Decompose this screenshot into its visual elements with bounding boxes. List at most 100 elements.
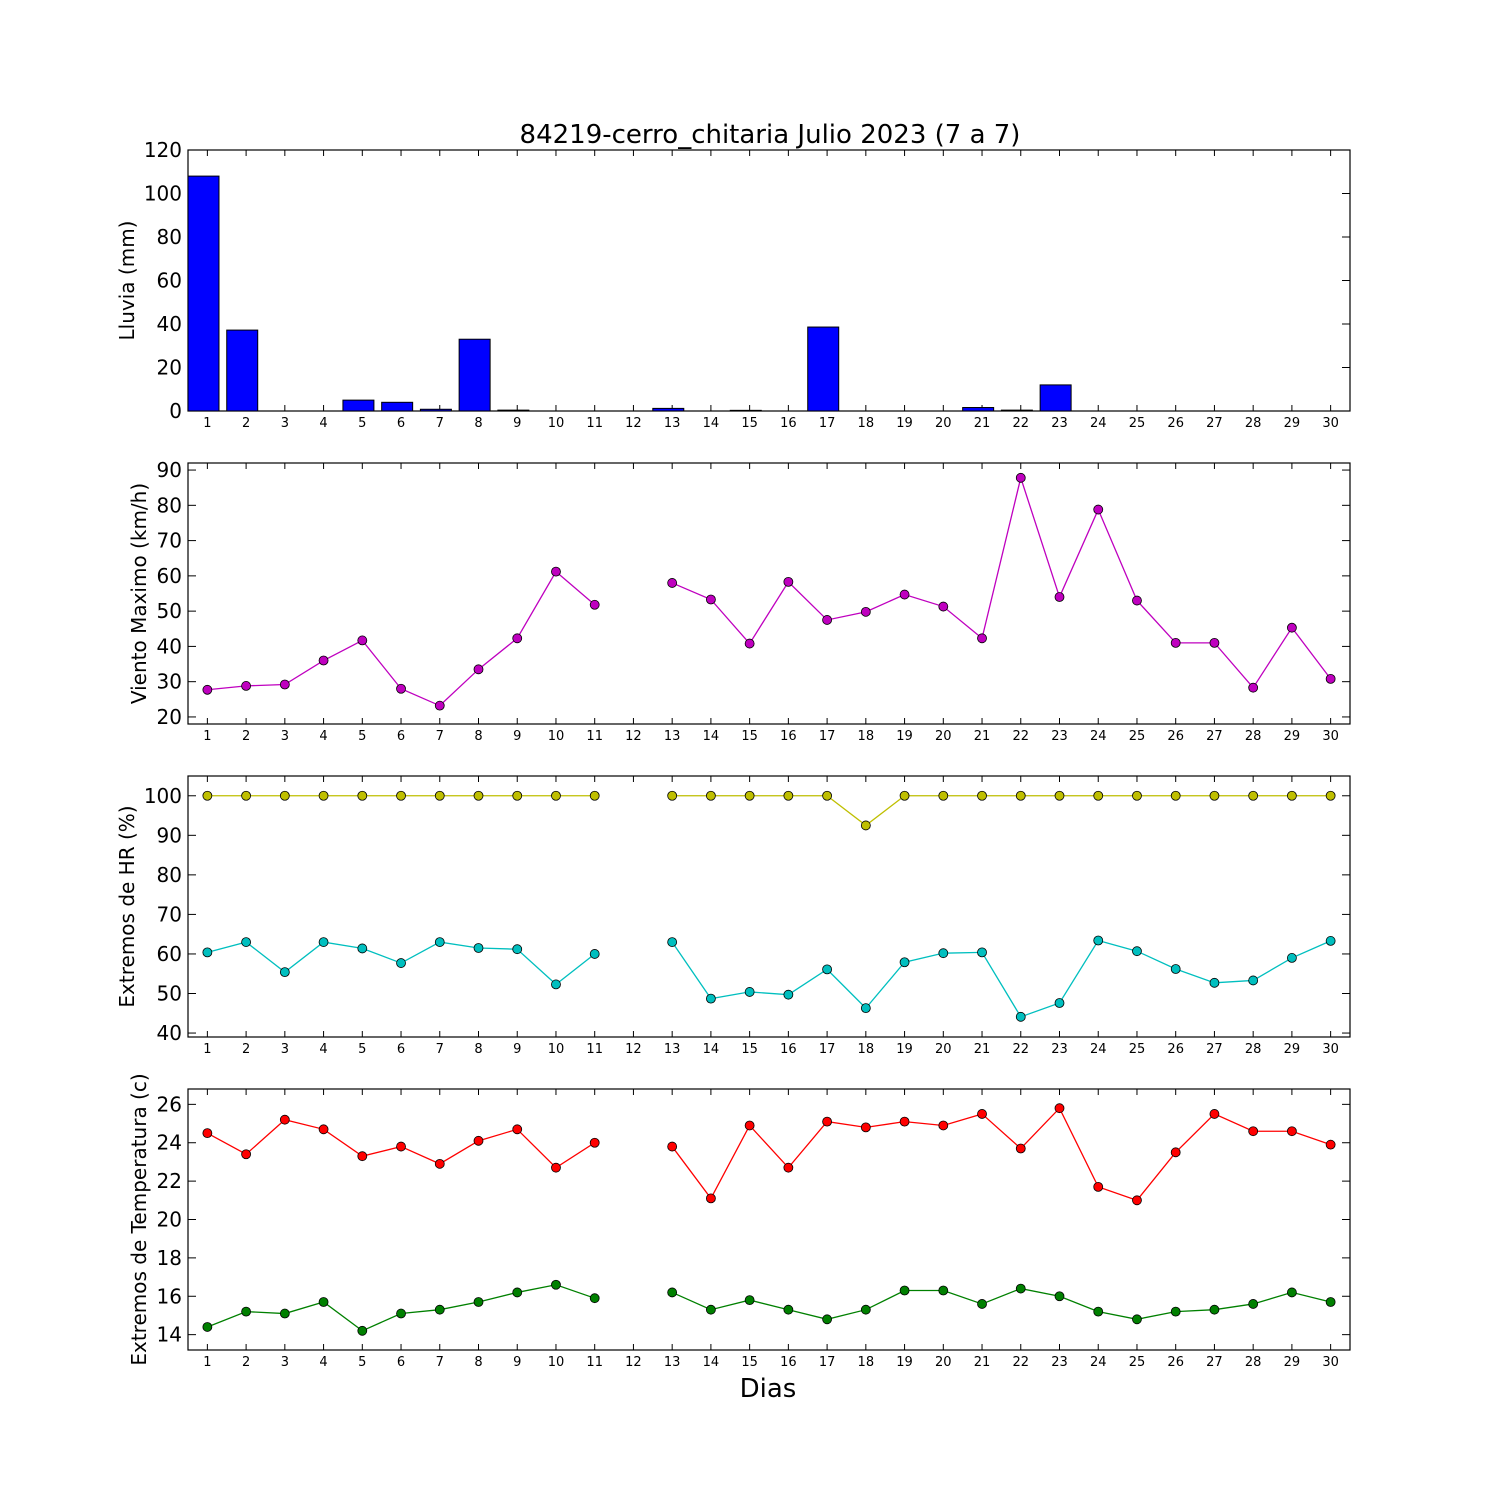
data-point — [1170, 790, 1181, 801]
x-tick-label: 1 — [203, 1042, 211, 1057]
x-tick-label: 23 — [1051, 1355, 1068, 1370]
data-point — [977, 790, 987, 801]
data-point — [202, 684, 213, 695]
y-tick-label: 0 — [169, 399, 182, 423]
y-tick-label: 100 — [144, 784, 182, 808]
data-point — [938, 948, 949, 959]
x-tick-label: 15 — [741, 1355, 758, 1370]
data-point — [589, 790, 600, 801]
bar — [962, 407, 995, 412]
data-point — [977, 1109, 987, 1119]
data-point — [1054, 1103, 1065, 1114]
x-tick-label: 5 — [358, 1042, 366, 1057]
axes-frame — [187, 462, 1351, 725]
data-point — [279, 1114, 290, 1125]
data-point — [512, 790, 523, 801]
x-tick-label: 17 — [819, 1042, 836, 1057]
x-tick-label: 2 — [242, 1042, 250, 1057]
data-point — [1325, 673, 1336, 684]
data-point — [434, 937, 445, 947]
x-tick-label: 6 — [397, 1355, 405, 1370]
data-point — [1287, 953, 1297, 963]
data-point — [1132, 946, 1142, 957]
data-point — [1209, 1109, 1220, 1119]
x-tick-label: 18 — [858, 1042, 875, 1057]
x-tick-label: 13 — [664, 1042, 681, 1057]
x-axis-label: Dias — [740, 1374, 797, 1404]
y-axis-label: Lluvia (mm) — [115, 221, 139, 341]
data-point — [1093, 1181, 1104, 1192]
data-point — [551, 1279, 561, 1290]
data-point — [899, 1285, 910, 1296]
bar — [342, 399, 375, 412]
data-point — [318, 1124, 329, 1135]
data-point — [396, 1308, 406, 1319]
data-point — [1170, 964, 1181, 974]
data-point — [783, 989, 794, 1000]
data-point — [1054, 1291, 1065, 1302]
y-tick-label: 14 — [157, 1323, 182, 1347]
data-point — [977, 633, 987, 644]
data-point — [241, 1306, 252, 1317]
x-tick-label: 15 — [741, 416, 758, 431]
x-tick-label: 10 — [548, 1042, 565, 1057]
series-line — [671, 1107, 1331, 1202]
x-tick-label: 7 — [436, 1042, 444, 1057]
x-tick-label: 4 — [319, 1355, 327, 1370]
data-point — [551, 790, 561, 801]
data-point — [279, 790, 290, 801]
x-tick-label: 6 — [397, 1042, 405, 1057]
x-tick-label: 21 — [974, 1355, 991, 1370]
x-tick-label: 7 — [436, 729, 444, 744]
x-tick-label: 8 — [474, 1355, 482, 1370]
x-tick-label: 24 — [1090, 1042, 1107, 1057]
data-point — [860, 1122, 871, 1133]
data-point — [551, 979, 561, 990]
data-point — [589, 1137, 600, 1148]
x-tick-label: 16 — [780, 729, 797, 744]
x-tick-label: 14 — [703, 1355, 720, 1370]
y-tick-label: 70 — [157, 529, 182, 553]
bar — [497, 409, 530, 412]
data-point — [822, 1314, 832, 1325]
data-point — [706, 1193, 716, 1204]
series-line — [672, 795, 1331, 827]
x-tick-label: 19 — [896, 1355, 913, 1370]
data-point — [473, 1297, 484, 1307]
data-point — [1209, 637, 1220, 648]
x-tick-label: 25 — [1129, 1042, 1146, 1057]
data-point — [396, 1141, 406, 1152]
x-tick-label: 24 — [1090, 416, 1107, 431]
x-tick-label: 8 — [474, 1042, 482, 1057]
data-point — [512, 633, 523, 644]
x-tick-label: 28 — [1245, 1042, 1262, 1057]
x-tick-label: 18 — [858, 416, 875, 431]
data-point — [667, 790, 678, 801]
x-tick-label: 22 — [1012, 1355, 1029, 1370]
y-tick-label: 20 — [157, 356, 182, 380]
data-point — [1170, 1147, 1181, 1158]
x-tick-label: 22 — [1012, 1042, 1029, 1057]
data-point — [706, 790, 716, 801]
data-point — [1325, 790, 1336, 801]
data-point — [667, 1287, 678, 1298]
data-point — [938, 601, 949, 612]
data-point — [1015, 1283, 1026, 1294]
x-tick-label: 12 — [625, 416, 642, 431]
bar — [652, 407, 685, 412]
bar — [187, 175, 220, 412]
data-point — [551, 1162, 561, 1173]
y-tick-label: 20 — [157, 1208, 182, 1232]
data-point — [1287, 790, 1297, 801]
x-tick-label: 11 — [586, 1355, 603, 1370]
data-point — [241, 681, 252, 691]
data-point — [512, 944, 523, 955]
data-point — [822, 615, 832, 625]
data-point — [1209, 977, 1220, 988]
x-tick-label: 26 — [1167, 416, 1184, 431]
x-tick-label: 23 — [1051, 1042, 1068, 1057]
data-point — [1015, 472, 1026, 483]
x-tick-label: 2 — [242, 416, 250, 431]
bar — [1039, 384, 1072, 412]
